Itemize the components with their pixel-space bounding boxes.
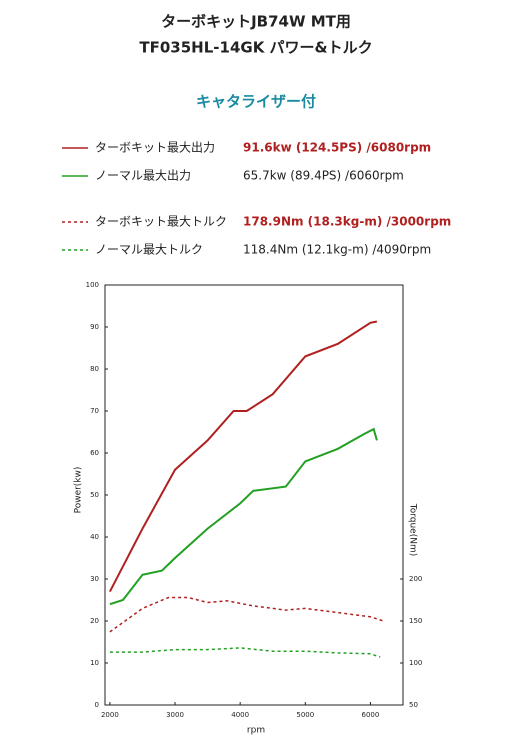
x-tick-label: 2000 [101, 711, 119, 719]
legend-peak: 178.9Nm (18.3kg-m) /3000rpm [243, 215, 451, 229]
series-line [109, 320, 378, 593]
y-tick-label: 100 [86, 281, 99, 289]
chart-subtitle: キャタライザー付 [196, 93, 316, 111]
y-tick-label: 40 [90, 533, 99, 541]
x-tick-label: 6000 [362, 711, 380, 719]
y-tick-label: 50 [90, 491, 99, 499]
y-tick-label: 90 [90, 323, 99, 331]
y2-tick-label: 50 [409, 701, 418, 709]
legend-peak: 65.7kw (89.4PS) /6060rpm [243, 169, 404, 183]
legend-label: ターボキット最大出力 [95, 141, 215, 155]
legend-label: ターボキット最大トルク [95, 215, 227, 229]
x-axis-label: rpm [247, 726, 265, 736]
series-line [109, 427, 378, 606]
y2-tick-label: 150 [409, 617, 422, 625]
series-line [109, 596, 384, 633]
y-tick-label: 0 [95, 701, 99, 709]
y-tick-label: 10 [90, 659, 99, 667]
legend-peak: 118.4Nm (12.1kg-m) /4090rpm [243, 243, 431, 257]
chart-title: ターボキットJB74W MT用 [161, 13, 351, 31]
legend-label: ノーマル最大トルク [95, 243, 203, 257]
x-tick-label: 4000 [231, 711, 249, 719]
y-tick-label: 60 [90, 449, 99, 457]
y-tick-label: 20 [90, 617, 99, 625]
y-tick-label: 80 [90, 365, 99, 373]
chart-title: TF035HL-14GK パワー&トルク [139, 39, 372, 57]
y2-axis-label: Torque(Nm) [408, 503, 418, 557]
y2-tick-label: 100 [409, 659, 422, 667]
series-line [109, 647, 381, 658]
x-tick-label: 3000 [166, 711, 184, 719]
y2-tick-label: 200 [409, 575, 422, 583]
y-tick-label: 30 [90, 575, 99, 583]
y-axis-label: Power(kw) [74, 467, 84, 514]
legend-peak: 91.6kw (124.5PS) /6080rpm [243, 141, 431, 155]
legend-label: ノーマル最大出力 [95, 169, 191, 183]
plot-frame [104, 284, 404, 706]
y-tick-label: 70 [90, 407, 99, 415]
x-tick-label: 5000 [296, 711, 314, 719]
